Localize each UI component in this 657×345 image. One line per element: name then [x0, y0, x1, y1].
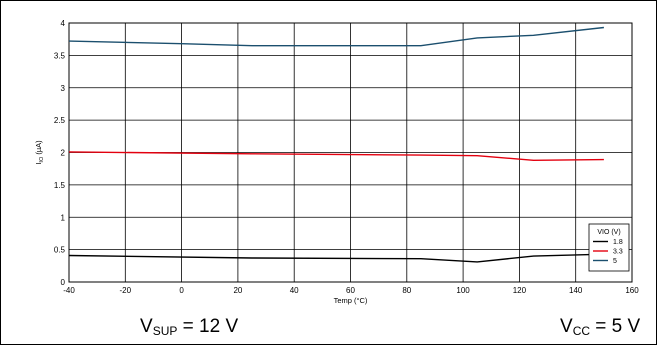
y-tick-label: 3: [61, 84, 66, 93]
x-tick-label: 80: [402, 286, 411, 295]
x-tick-label: 140: [569, 286, 583, 295]
y-tick-label: 0.5: [54, 246, 66, 255]
x-tick-label: 100: [456, 286, 470, 295]
supply-voltage-condition: VSUP = 12 V: [140, 316, 239, 338]
y-tick-label: 4: [61, 19, 66, 28]
legend-entry: 5: [613, 258, 617, 265]
x-tick-label: 60: [346, 286, 355, 295]
y-tick-label: 3.5: [54, 51, 66, 60]
legend-entry: 3.3: [613, 249, 623, 256]
y-tick-label: 2.5: [54, 116, 66, 125]
series-line-vio-3-3: [68, 151, 604, 162]
y-tick-label: 0: [61, 278, 66, 287]
y-tick-label: 2: [61, 149, 66, 158]
x-tick-label: -40: [63, 286, 75, 295]
x-tick-label: 160: [625, 286, 639, 295]
x-tick-label: 20: [233, 286, 242, 295]
x-tick-label: 40: [290, 286, 299, 295]
x-tick-label: 120: [513, 286, 527, 295]
y-tick-label: 1.5: [54, 181, 66, 190]
legend-title: VIO (V): [597, 229, 620, 236]
series-line-vio-1-8: [68, 253, 604, 263]
y-axis-label: IIO (µA): [34, 140, 45, 165]
legend-box: [588, 223, 630, 272]
x-axis-label: Temp (°C): [334, 296, 368, 305]
x-tick-label: 0: [179, 286, 184, 295]
x-tick-label: -20: [120, 286, 132, 295]
line-chart: -40 -20 0 20 40 60 80 100 120 140 160 0 0.5 1 1.5 2 2.5 3…: [34, 19, 639, 305]
y-tick-label: 1: [61, 213, 66, 222]
legend-entry: 1.8: [613, 239, 623, 246]
vcc-condition: VCC = 5 V: [560, 316, 641, 338]
series-line-vio-5: [68, 26, 604, 47]
